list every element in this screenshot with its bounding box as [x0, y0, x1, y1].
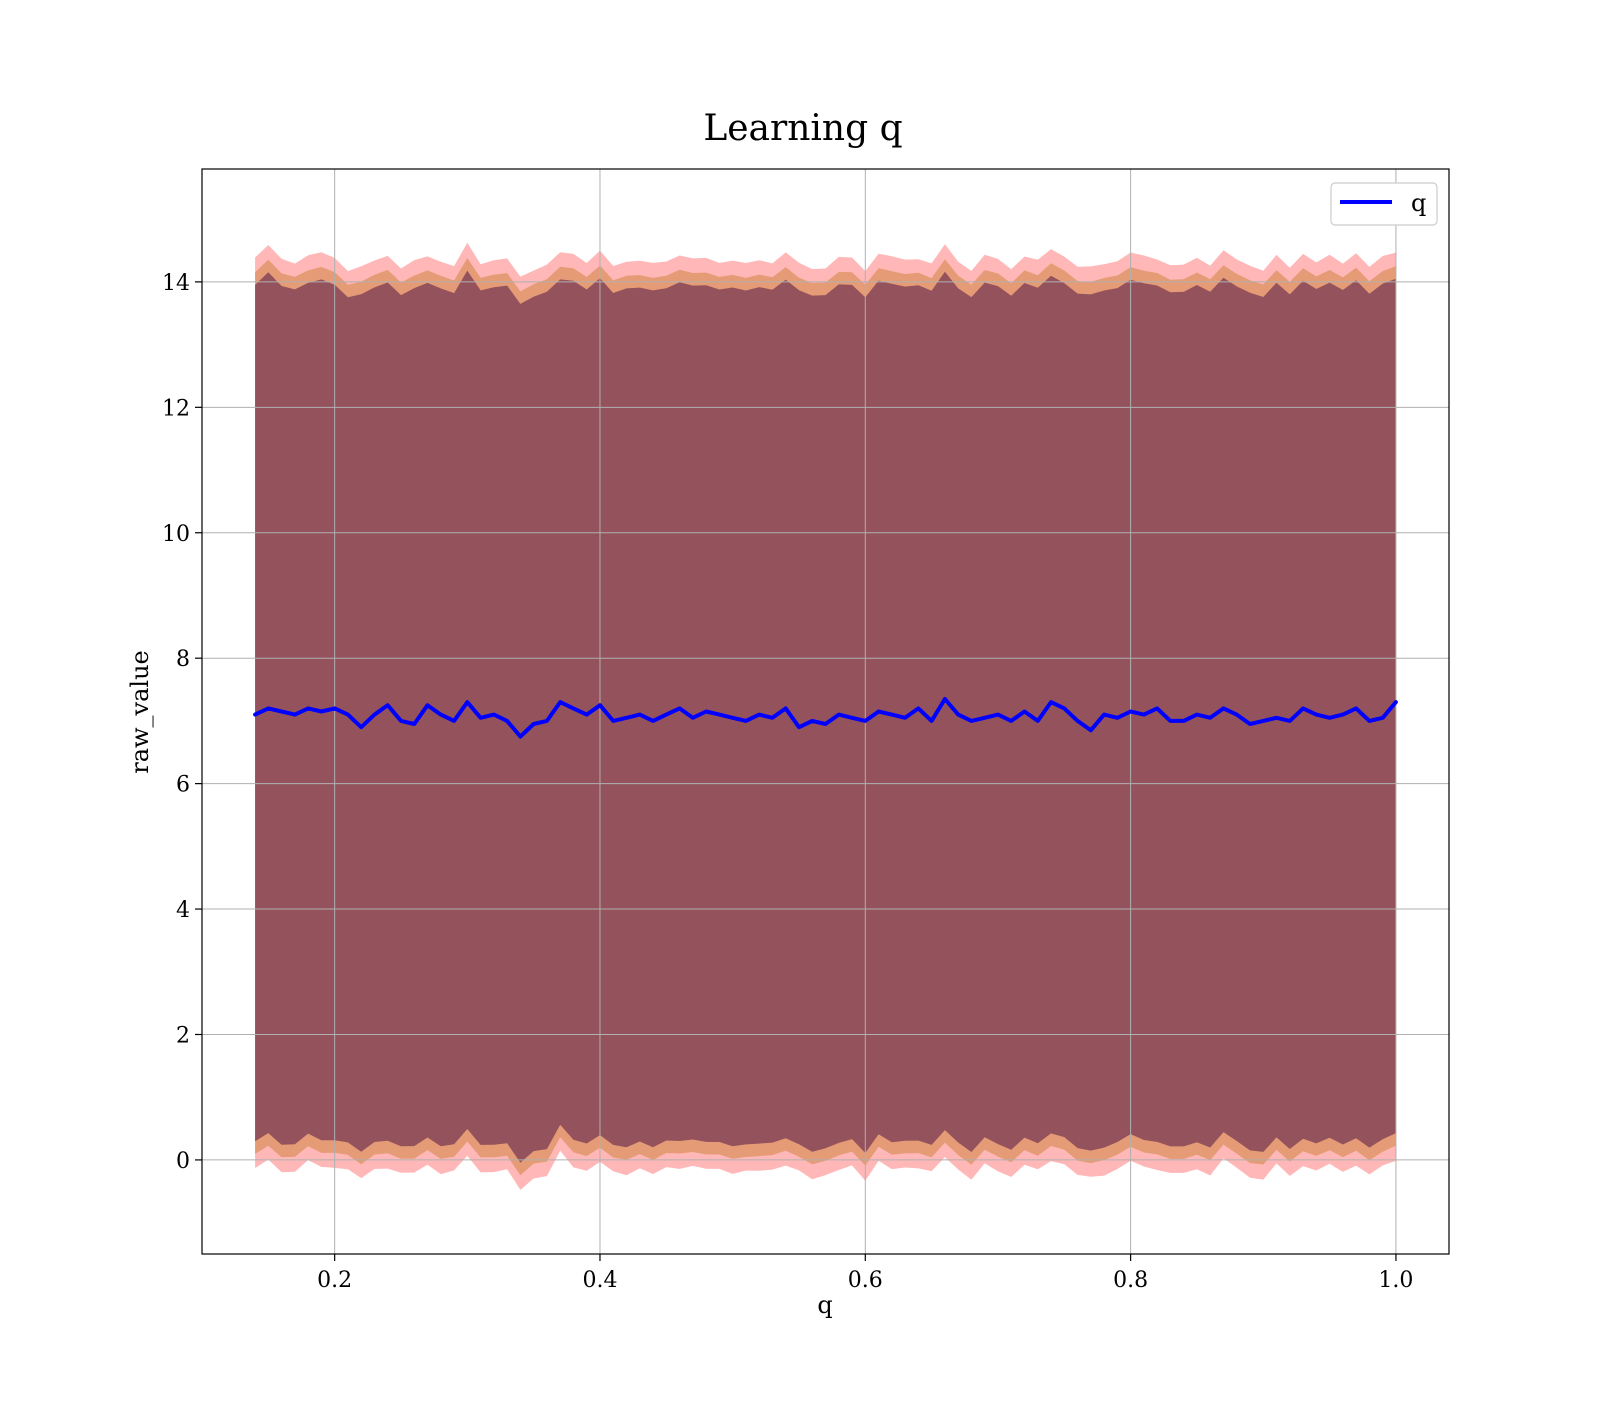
x-axis-label: q [817, 1291, 832, 1319]
confidence-bands [255, 242, 1396, 1190]
plot-frame [201, 168, 1450, 1255]
y-tick-label: 14 [162, 271, 190, 296]
y-tick-label: 2 [176, 1023, 190, 1048]
y-axis-ticks: 0 2 4 6 8 10 12 14 [162, 271, 202, 1174]
x-tick-label: 0.6 [848, 1268, 883, 1293]
y-tick-label: 6 [176, 773, 190, 798]
y-tick-label: 10 [162, 522, 190, 547]
y-tick-label: 0 [176, 1149, 190, 1174]
x-tick-label: 0.8 [1113, 1268, 1148, 1293]
y-tick-label: 8 [176, 647, 190, 672]
y-tick-label: 4 [176, 898, 190, 923]
legend: q [1330, 182, 1438, 226]
series-line-q [253, 697, 1398, 739]
band-inner [255, 270, 1396, 1163]
x-tick-label: 0.4 [582, 1268, 617, 1293]
y-tick-label: 12 [162, 396, 190, 421]
x-axis-ticks: 0.2 0.4 0.6 0.8 1.0 [317, 1254, 1413, 1293]
y-axis-label: raw_value [126, 650, 154, 774]
legend-label-q: q [1411, 189, 1426, 217]
plot-area [201, 168, 1450, 1255]
x-tick-label: 1.0 [1378, 1268, 1413, 1293]
x-tick-label: 0.2 [317, 1268, 352, 1293]
chart-title: Learning q [703, 108, 902, 149]
series-lines [253, 697, 1398, 739]
